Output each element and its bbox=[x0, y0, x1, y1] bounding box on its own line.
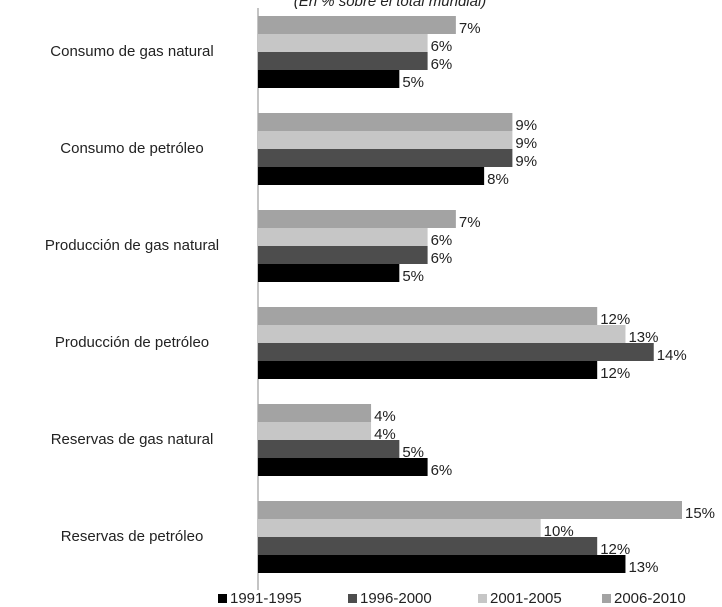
value-label: 6% bbox=[431, 250, 453, 267]
value-label: 10% bbox=[544, 523, 574, 540]
bar bbox=[258, 458, 428, 476]
value-label: 5% bbox=[402, 268, 424, 285]
legend-label: 1991-1995 bbox=[230, 590, 302, 607]
bar bbox=[258, 264, 400, 282]
category-label: Reservas de gas natural bbox=[51, 431, 214, 448]
legend-swatch bbox=[218, 594, 227, 603]
bar bbox=[258, 343, 654, 361]
category-label: Producción de gas natural bbox=[45, 237, 219, 254]
value-label: 9% bbox=[515, 135, 537, 152]
value-label: 6% bbox=[431, 38, 453, 55]
value-label: 5% bbox=[402, 444, 424, 461]
value-label: 12% bbox=[600, 365, 630, 382]
legend-label: 2006-2010 bbox=[614, 590, 686, 607]
legend-swatch bbox=[478, 594, 487, 603]
legend-swatch bbox=[348, 594, 357, 603]
bar bbox=[258, 34, 428, 52]
bar bbox=[258, 519, 541, 537]
bar bbox=[258, 113, 513, 131]
bar bbox=[258, 70, 400, 88]
value-label: 9% bbox=[515, 117, 537, 134]
bar bbox=[258, 246, 428, 264]
bar bbox=[258, 131, 513, 149]
bar bbox=[258, 307, 598, 325]
value-label: 12% bbox=[600, 311, 630, 328]
value-label: 4% bbox=[374, 426, 396, 443]
legend-swatch bbox=[602, 594, 611, 603]
value-label: 13% bbox=[628, 559, 658, 576]
value-label: 6% bbox=[431, 232, 453, 249]
bar bbox=[258, 167, 485, 185]
value-label: 12% bbox=[600, 541, 630, 558]
chart-subtitle: (En % sobre el total mundial) bbox=[294, 0, 487, 10]
value-label: 6% bbox=[431, 462, 453, 479]
value-label: 15% bbox=[685, 505, 715, 522]
category-label: Consumo de petróleo bbox=[60, 140, 203, 157]
category-label: Producción de petróleo bbox=[55, 334, 209, 351]
bar bbox=[258, 149, 513, 167]
bar bbox=[258, 537, 598, 555]
value-label: 4% bbox=[374, 408, 396, 425]
category-label: Consumo de gas natural bbox=[50, 43, 213, 60]
legend-label: 1996-2000 bbox=[360, 590, 432, 607]
value-label: 7% bbox=[459, 214, 481, 231]
category-label: Reservas de petróleo bbox=[61, 528, 204, 545]
bar bbox=[258, 422, 372, 440]
bar bbox=[258, 325, 626, 343]
legend-label: 2001-2005 bbox=[490, 590, 562, 607]
bar bbox=[258, 555, 626, 573]
bar bbox=[258, 440, 400, 458]
value-label: 13% bbox=[628, 329, 658, 346]
value-label: 5% bbox=[402, 74, 424, 91]
bar bbox=[258, 404, 372, 422]
value-label: 14% bbox=[657, 347, 687, 364]
value-label: 8% bbox=[487, 171, 509, 188]
bar bbox=[258, 361, 598, 379]
value-label: 9% bbox=[515, 153, 537, 170]
bar bbox=[258, 501, 682, 519]
bar bbox=[258, 210, 456, 228]
value-label: 6% bbox=[431, 56, 453, 73]
bar bbox=[258, 52, 428, 70]
value-label: 7% bbox=[459, 20, 481, 37]
bar bbox=[258, 228, 428, 246]
bar bbox=[258, 16, 456, 34]
